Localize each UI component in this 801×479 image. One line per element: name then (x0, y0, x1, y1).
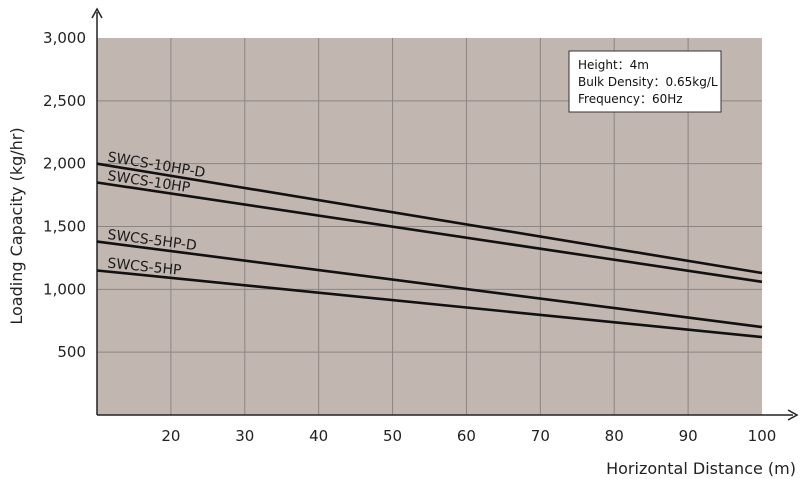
series-line (96, 181, 763, 284)
x-tick-label: 90 (679, 427, 698, 445)
y-tick-label: 1,500 (43, 218, 86, 236)
info-height: Height：4m (578, 58, 649, 72)
y-tick-labels: 500 1,000 1,500 2,000 2,500 3,000 (43, 29, 86, 361)
y-axis-arrow-icon (91, 7, 103, 19)
x-tick-label: 80 (605, 427, 624, 445)
x-tick-label: 30 (235, 427, 254, 445)
info-box: Height：4m Bulk Density：0.65kg/L Frequenc… (568, 50, 722, 113)
x-tick-label: 100 (748, 427, 777, 445)
x-tick-label: 50 (383, 427, 402, 445)
series-line (96, 162, 763, 275)
y-tick-label: 2,000 (43, 155, 86, 173)
x-tick-label: 70 (531, 427, 550, 445)
x-axis-arrow-icon (787, 409, 799, 421)
x-tick-label: 40 (309, 427, 328, 445)
y-tick-label: 1,000 (43, 280, 86, 298)
horizontal-gridlines (97, 100, 762, 353)
y-tick-label: 3,000 (43, 29, 86, 47)
x-axis-title: Horizontal Distance (m) (606, 459, 796, 478)
series-line (96, 240, 763, 329)
series-line (96, 269, 763, 339)
y-tick-label: 500 (57, 343, 86, 361)
info-bulk-density: Bulk Density：0.65kg/L (578, 75, 718, 89)
y-tick-label: 2,500 (43, 92, 86, 110)
info-frequency: Frequency：60Hz (578, 92, 683, 106)
x-tick-label: 60 (457, 427, 476, 445)
x-tick-labels: 20 30 40 50 60 70 80 90 100 (161, 427, 776, 445)
series-label: SWCS-5HP (107, 256, 183, 279)
y-axis-title: Loading Capacity (kg/hr) (7, 127, 26, 324)
x-tick-label: 20 (161, 427, 180, 445)
series-lines (96, 162, 763, 339)
